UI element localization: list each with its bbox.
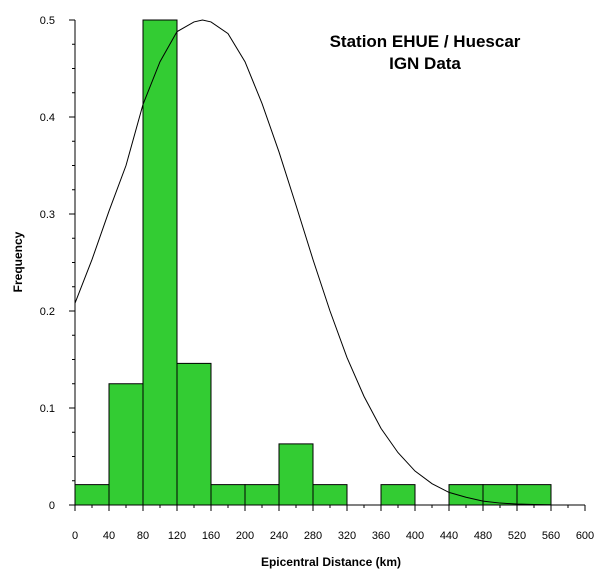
x-tick-label-0: 0 <box>72 530 78 542</box>
bars-group <box>74 19 552 506</box>
y-tick-label-5: 0.5 <box>40 15 55 27</box>
x-tick-label-200: 200 <box>236 530 254 542</box>
histogram-bar-80-120 <box>142 19 178 506</box>
y-tick-label-2: 0.2 <box>40 306 55 318</box>
x-axis-title: Epicentral Distance (km) <box>261 555 401 569</box>
histogram-bar-520-560 <box>516 484 552 506</box>
y-ticks-group: 0 0.1 0.2 0.3 0.4 0.5 <box>40 15 75 512</box>
histogram-bar-240-280 <box>278 443 314 506</box>
histogram-bar-0-40 <box>74 484 110 506</box>
x-tick-label-440: 440 <box>440 530 458 542</box>
histogram-bar-160-200 <box>210 484 246 506</box>
x-tick-label-320: 320 <box>338 530 356 542</box>
x-tick-label-560: 560 <box>542 530 560 542</box>
x-tick-label-400: 400 <box>406 530 424 542</box>
x-tick-label-280: 280 <box>304 530 322 542</box>
x-tick-label-600: 600 <box>576 530 594 542</box>
histogram-bar-120-160 <box>176 362 212 506</box>
histogram-bar-40-80 <box>108 383 144 506</box>
y-tick-label-0: 0 <box>49 500 55 512</box>
histogram-bar-360-400 <box>380 484 416 506</box>
histogram-bar-200-240 <box>244 484 280 506</box>
x-tick-label-360: 360 <box>372 530 390 542</box>
chart-title-line-2: IGN Data <box>389 54 461 73</box>
x-tick-label-240: 240 <box>270 530 288 542</box>
x-tick-label-120: 120 <box>168 530 186 542</box>
x-tick-label-40: 40 <box>103 530 115 542</box>
y-tick-label-1: 0.1 <box>40 403 55 415</box>
y-tick-label-4: 0.4 <box>40 112 55 124</box>
x-ticks-group: 0 40 80 120 160 200 240 280 320 360 400 440 480 520 56… <box>72 505 594 542</box>
x-tick-label-80: 80 <box>137 530 149 542</box>
normal-fit-curve <box>74 19 552 506</box>
y-tick-label-3: 0.3 <box>40 209 55 221</box>
histogram-bar-280-320 <box>312 484 348 506</box>
histogram-bar-440-480 <box>448 484 484 506</box>
x-tick-label-160: 160 <box>202 530 220 542</box>
x-tick-label-480: 480 <box>474 530 492 542</box>
y-axis-title: Frequency <box>11 231 25 292</box>
chart-title-line-1: Station EHUE / Huescar <box>330 32 521 51</box>
x-tick-label-520: 520 <box>508 530 526 542</box>
